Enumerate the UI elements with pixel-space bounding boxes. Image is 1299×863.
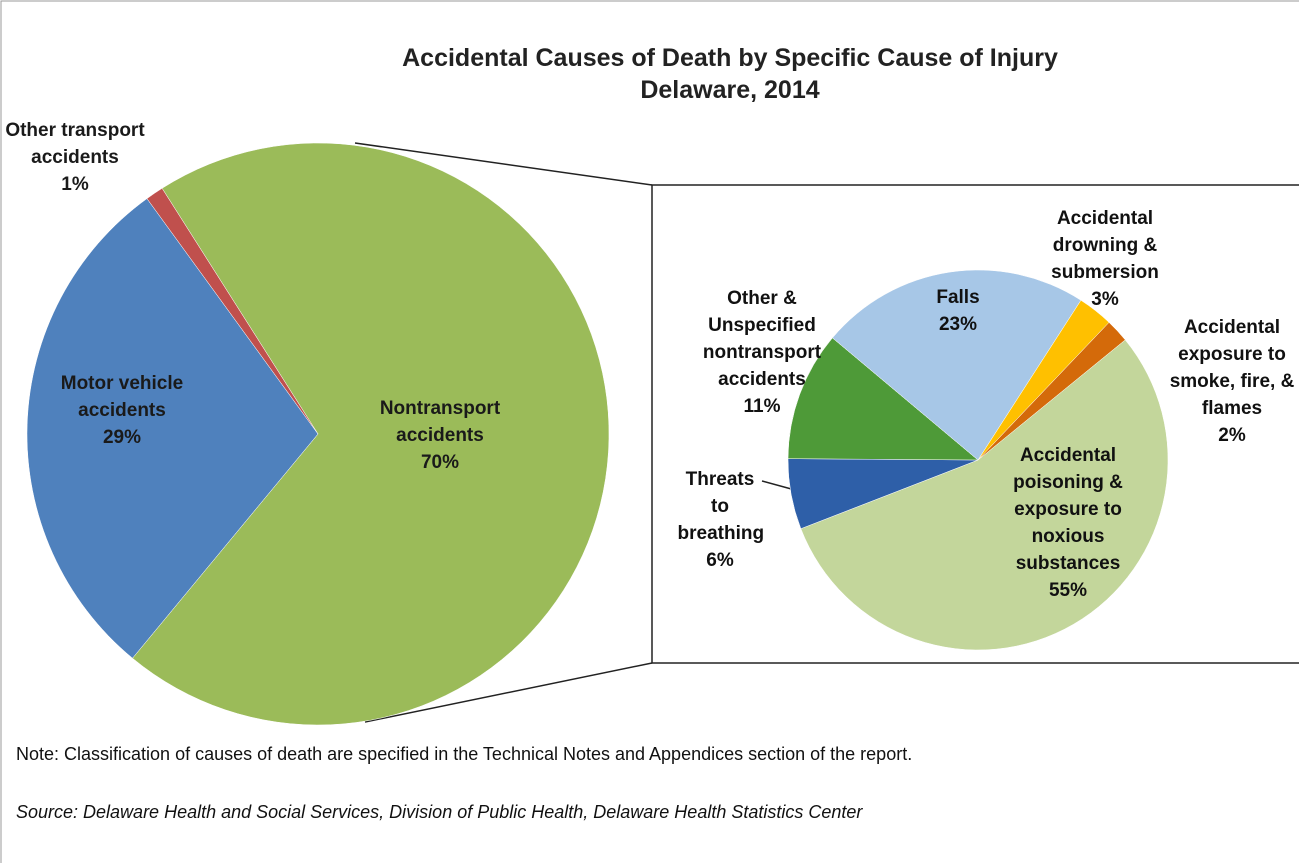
slice-value: 3% <box>1091 289 1119 310</box>
slice-label: Nontransport accidents 70% <box>360 395 520 476</box>
slice-value: 11% <box>743 396 781 417</box>
slice-name: Other transport accidents <box>5 120 145 168</box>
slice-value: 29% <box>102 427 142 448</box>
slice-value: 1% <box>61 174 89 195</box>
slice-label: Accidental poisoning & exposure to noxio… <box>1006 442 1131 604</box>
chart-title: Accidental Causes of Death by Specific C… <box>402 44 1058 72</box>
slice-label: Accidental drowning & submersion 3% <box>1043 205 1168 313</box>
note: Note: Classification of causes of death … <box>16 744 913 764</box>
slice-name: Motor vehicle accidents <box>60 373 184 421</box>
slice-value: 70% <box>420 452 460 473</box>
source: Source: Delaware Health and Social Servi… <box>16 802 863 822</box>
slice-name: Falls <box>936 287 980 308</box>
connector <box>354 142 653 186</box>
slice-name: Accidental poisoning & exposure to noxio… <box>1013 445 1123 574</box>
slice-label: Other & Unspecified nontransport acciden… <box>692 285 832 420</box>
slice-label: Accidental exposure to smoke, fire, & fl… <box>1167 314 1297 449</box>
connector <box>364 662 653 723</box>
slice-name: Other & Unspecified nontransport acciden… <box>702 288 822 390</box>
slice-label: Motor vehicle accidents 29% <box>32 370 212 451</box>
slice-label: Falls 23% <box>918 284 998 338</box>
slice-label: Other transport accidents 1% <box>0 117 150 198</box>
pie-slice <box>977 322 1126 461</box>
detail-box <box>651 184 1299 664</box>
slice-value: 23% <box>938 314 978 335</box>
pie-slice <box>132 142 610 726</box>
pie-slice <box>832 269 1082 461</box>
pie-slice <box>800 339 1169 651</box>
slice-name: Nontransport accidents <box>379 398 501 446</box>
slice-label: Threats to breathing 6% <box>677 466 765 574</box>
chart-subtitle: Delaware, 2014 <box>640 76 820 104</box>
slice-name: Accidental exposure to smoke, fire, & fl… <box>1169 317 1295 419</box>
pie-slice <box>26 198 319 659</box>
slice-name: Accidental drowning & submersion <box>1051 208 1159 283</box>
leader-line <box>761 480 796 491</box>
pie-slice <box>787 337 979 461</box>
slice-value: 2% <box>1218 425 1246 446</box>
slice-value: 6% <box>706 550 734 571</box>
pie-slice <box>146 187 319 435</box>
slice-value: 55% <box>1048 580 1088 601</box>
slice-name: Threats to breathing <box>677 469 765 544</box>
